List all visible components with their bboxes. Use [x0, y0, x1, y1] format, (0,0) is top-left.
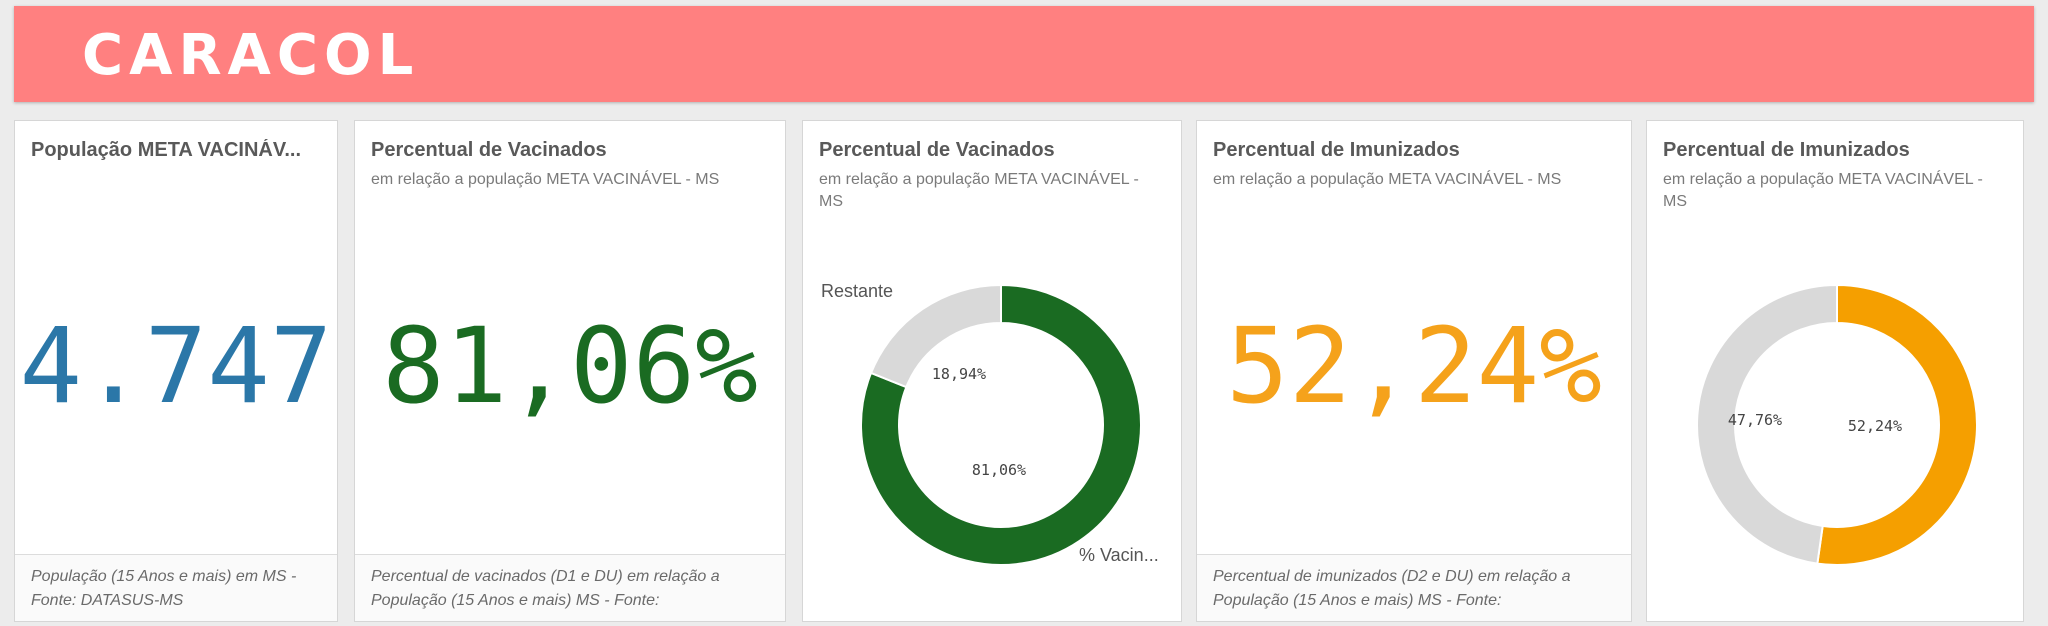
- slice-category-label: % Vacin...: [1079, 545, 1159, 565]
- header-banner: CARACOL: [14, 6, 2034, 102]
- footnote-text: Percentual de imunizados (D2 e DU) em re…: [1213, 568, 1571, 609]
- donut-chart[interactable]: 52,24% 47,76%: [1647, 121, 2023, 621]
- card-footnote: Percentual de imunizados (D2 e DU) em re…: [1197, 554, 1631, 621]
- kpi-value: 52,24%: [1226, 305, 1602, 427]
- slice-value-label: 47,76%: [1728, 411, 1782, 429]
- slice-value-label: 81,06%: [972, 461, 1026, 479]
- card-title: Percentual de Imunizados: [1213, 139, 1460, 161]
- kpi-card-immunized[interactable]: Percentual de Imunizados em relação a po…: [1196, 120, 1632, 622]
- card-title: População META VACINÁV...: [31, 139, 302, 161]
- donut-chart[interactable]: 81,06% 18,94% % Vacin... Restante: [803, 121, 1181, 621]
- donut-chart-svg[interactable]: 81,06% 18,94% % Vacin... Restante: [803, 121, 1183, 623]
- kpi-card-population[interactable]: População META VACINÁV... 4.747 Populaçã…: [14, 120, 338, 622]
- kpi-value: 4.747: [19, 305, 333, 427]
- card-subtitle: em relação a população META VACINÁVEL - …: [371, 171, 720, 188]
- card-footnote: Percentual de vacinados (D1 e DU) em rel…: [355, 554, 785, 621]
- footnote-text: População (15 Anos e mais) em MS - Fonte…: [31, 568, 297, 609]
- slice-value-label: 18,94%: [932, 365, 986, 383]
- card-subtitle: em relação a população META VACINÁVEL - …: [819, 171, 1139, 210]
- donut-slice[interactable]: [1696, 283, 1838, 565]
- card-subtitle: em relação a população META VACINÁVEL - …: [1213, 171, 1562, 188]
- kpi-value: 81,06%: [382, 305, 758, 427]
- slice-value-label: 52,24%: [1848, 417, 1902, 435]
- donut-slice[interactable]: [869, 283, 1002, 389]
- card-subtitle: em relação a população META VACINÁVEL - …: [1663, 171, 1983, 210]
- footnote-text: Percentual de vacinados (D1 e DU) em rel…: [371, 568, 720, 609]
- banner-title: CARACOL: [82, 23, 420, 88]
- donut-slice[interactable]: [1816, 283, 1978, 566]
- donut-card-vaccinated[interactable]: Percentual de Vacinados em relação a pop…: [802, 120, 1182, 622]
- kpi-card-vaccinated[interactable]: Percentual de Vacinados em relação a pop…: [354, 120, 786, 622]
- card-title: Percentual de Vacinados: [371, 139, 607, 161]
- donut-card-immunized[interactable]: Percentual de Imunizados em relação a po…: [1646, 120, 2024, 622]
- card-footnote: População (15 Anos e mais) em MS - Fonte…: [15, 554, 337, 621]
- slice-category-label: Restante: [821, 281, 893, 301]
- donut-chart-svg[interactable]: 52,24% 47,76%: [1647, 121, 2025, 623]
- donut-slice[interactable]: [860, 283, 1142, 566]
